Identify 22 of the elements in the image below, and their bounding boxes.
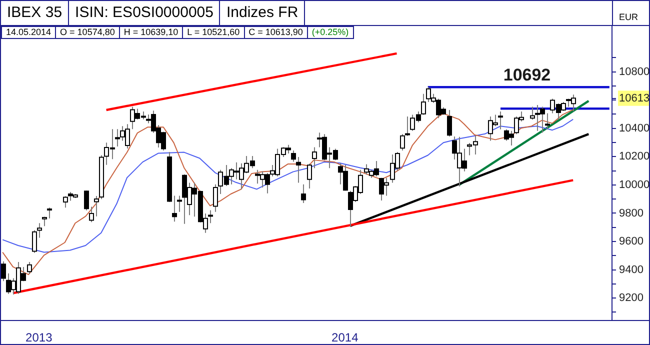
x-tick-label: 2014	[332, 330, 359, 345]
y-tick-label: 9800	[619, 207, 644, 220]
y-tick-label: 9400	[619, 264, 644, 276]
y-tick-label: 10000	[619, 178, 650, 191]
y-tick-label: 10200	[619, 150, 650, 163]
annotation: (+0.25%)	[310, 27, 350, 38]
x-tick-label: 2013	[26, 330, 53, 345]
annotation: C = 10613,90	[244, 27, 308, 38]
y-tick-label: 10613	[619, 92, 650, 104]
chart-subtitle: ISIN: ES0SI0000005	[69, 1, 220, 25]
y-tick-label: 9600	[619, 236, 644, 248]
annotation: O = 10574,80	[56, 27, 120, 38]
annotation: 10692	[503, 65, 551, 84]
annotation: L = 10521,60	[183, 27, 245, 38]
annotation: Indizes FR	[220, 1, 306, 25]
y-axis-title: EUR	[618, 11, 640, 24]
y-tick-label: 10400	[619, 122, 650, 134]
y-tick-label: 9200	[619, 292, 644, 304]
annotation: H = 10639,10	[120, 27, 184, 38]
annotation: 14.05.2014	[2, 27, 56, 38]
y-tick-label: 10800	[619, 66, 650, 78]
chart-title: IBEX 35	[1, 1, 70, 25]
